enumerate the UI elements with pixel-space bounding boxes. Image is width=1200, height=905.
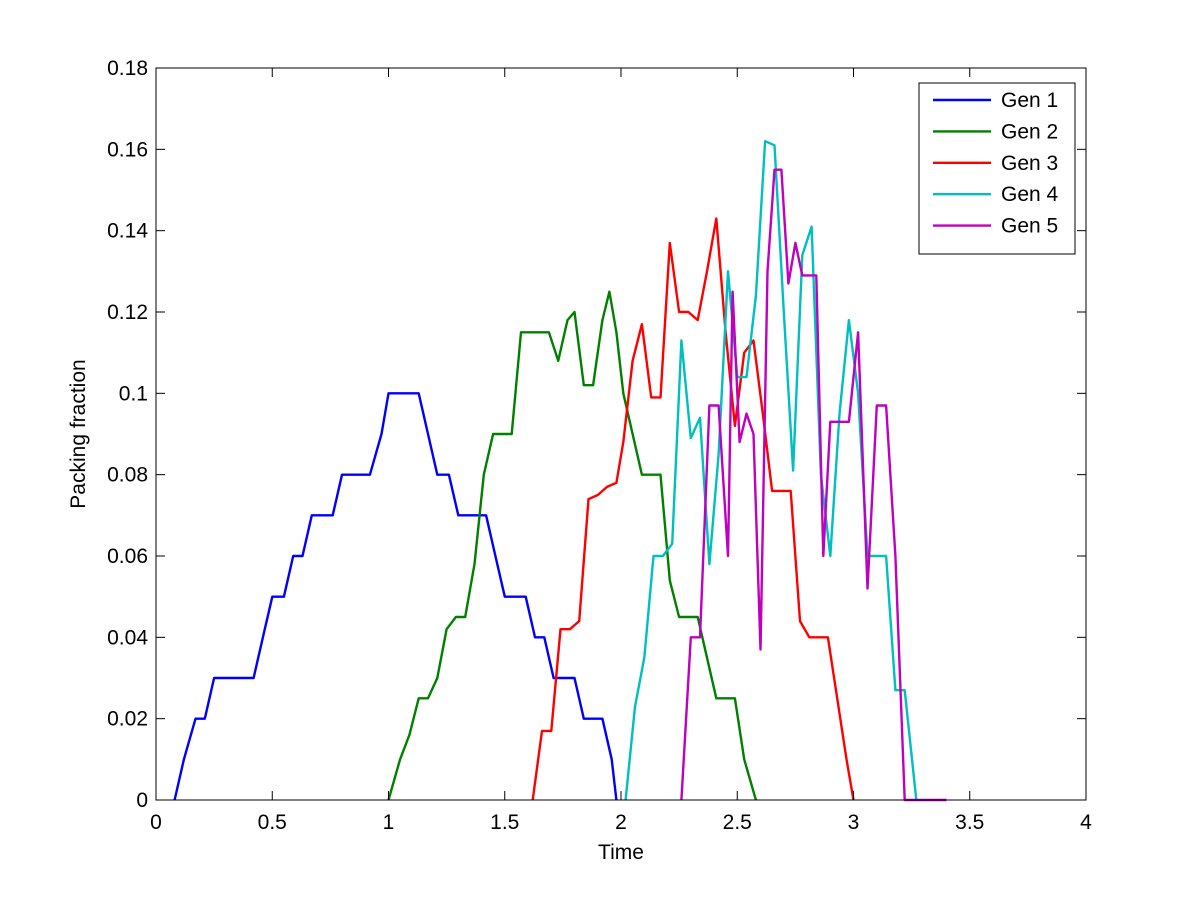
x-tick-label: 4 [1080, 811, 1092, 834]
x-tick-label: 2 [615, 811, 627, 834]
y-tick-label: 0.06 [107, 545, 148, 568]
series-line-gen-2 [387, 290, 758, 801]
legend-label: Gen 2 [1001, 120, 1058, 143]
legend-label: Gen 1 [1001, 89, 1058, 112]
x-tick-label: 3.5 [955, 811, 984, 834]
y-tick-label: 0 [136, 789, 148, 812]
y-axis-label: Packing fraction [67, 359, 90, 508]
x-tick-label: 1.5 [490, 811, 519, 834]
x-tick-label: 3 [848, 811, 860, 834]
x-tick-label: 1 [383, 811, 395, 834]
legend-label: Gen 5 [1001, 215, 1058, 238]
y-tick-label: 0.18 [107, 57, 148, 80]
series-layer [173, 139, 947, 802]
y-tick-label: 0.04 [107, 626, 148, 649]
x-axis-label: Time [598, 841, 644, 864]
series-line-gen-1 [173, 392, 618, 801]
plot-frame [155, 67, 1087, 801]
x-tick-label: 2.5 [723, 811, 752, 834]
legend-label: Gen 3 [1001, 152, 1058, 175]
y-tick-label: 0.12 [107, 301, 148, 324]
legend-label: Gen 4 [1001, 183, 1059, 206]
y-tick-label: 0.14 [107, 220, 148, 243]
y-tick-label: 0.08 [107, 464, 148, 487]
label-layer: 0 0.5 1 1.5 2 2.5 3 3.5 4 0 0.02 0.04 0.06 0.08 0.1 0.1… [107, 57, 1092, 834]
legend: Gen 1 Gen 2 Gen 3 Gen 4 Gen 5 [918, 82, 1076, 255]
series-line-gen-3 [531, 217, 855, 801]
y-tick-label: 0.02 [107, 708, 148, 731]
y-tick-label: 0.16 [107, 138, 148, 161]
x-tick-label: 0.5 [258, 811, 287, 834]
series-line-gen-5 [680, 168, 947, 802]
x-tick-label: 0 [150, 811, 162, 834]
y-tick-label: 0.1 [119, 382, 148, 405]
